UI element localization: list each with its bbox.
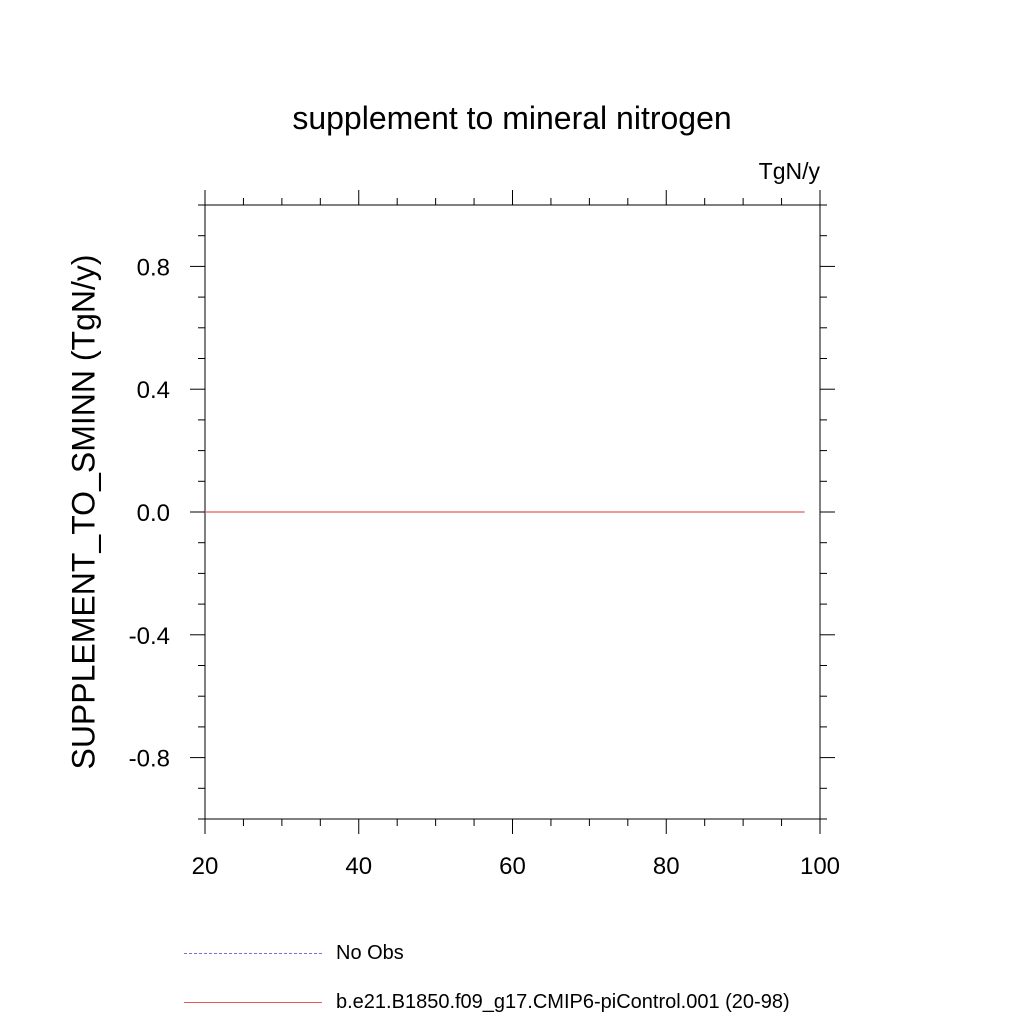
y-tick-label: -0.4	[129, 623, 170, 650]
x-tick-label: 60	[499, 853, 526, 880]
x-tick-label: 80	[653, 853, 680, 880]
units-label: TgN/y	[758, 158, 820, 184]
y-tick-label: 0.0	[137, 500, 170, 527]
x-tick-label: 20	[192, 853, 219, 880]
x-tick-label: 100	[800, 853, 840, 880]
x-tick-label: 40	[345, 853, 372, 880]
chart-title: supplement to mineral nitrogen	[292, 100, 732, 136]
y-tick-label: -0.8	[129, 746, 170, 773]
y-tick-label: 0.4	[137, 377, 170, 404]
y-tick-label: 0.8	[137, 254, 170, 281]
